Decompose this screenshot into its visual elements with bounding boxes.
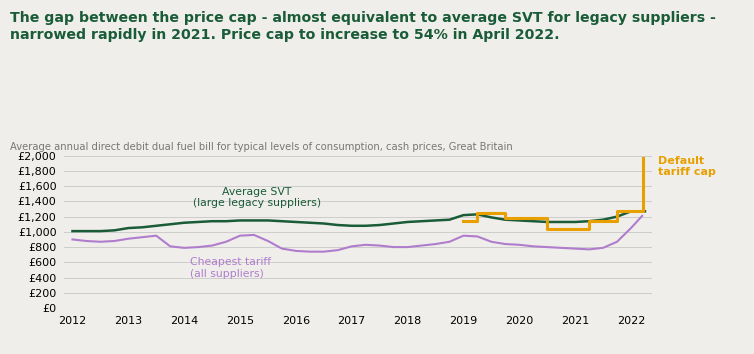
- Text: The gap between the price cap - almost equivalent to average SVT for legacy supp: The gap between the price cap - almost e…: [10, 11, 716, 42]
- Text: Cheapest tariff
(all suppliers): Cheapest tariff (all suppliers): [190, 257, 271, 279]
- Text: Average SVT
(large legacy suppliers): Average SVT (large legacy suppliers): [193, 187, 321, 208]
- Text: Default
tariff cap: Default tariff cap: [658, 156, 716, 177]
- Text: Average annual direct debit dual fuel bill for typical levels of consumption, ca: Average annual direct debit dual fuel bi…: [10, 142, 513, 152]
